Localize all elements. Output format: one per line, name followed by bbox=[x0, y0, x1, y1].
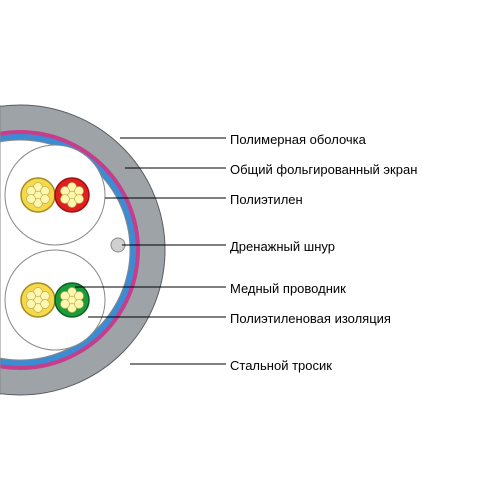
label-drain: Дренажный шнур bbox=[230, 239, 335, 254]
label-copper: Медный проводник bbox=[230, 281, 346, 296]
strand bbox=[27, 292, 36, 301]
strand bbox=[61, 195, 70, 204]
strand bbox=[41, 292, 50, 301]
strand bbox=[27, 300, 36, 309]
strand bbox=[75, 195, 84, 204]
strand bbox=[61, 187, 70, 196]
strand bbox=[41, 300, 50, 309]
strand bbox=[61, 300, 70, 309]
strand bbox=[27, 187, 36, 196]
label-jacket: Полимерная оболочка bbox=[230, 132, 366, 147]
strand bbox=[27, 195, 36, 204]
strand bbox=[61, 292, 70, 301]
strand bbox=[75, 300, 84, 309]
strand bbox=[75, 292, 84, 301]
strand bbox=[41, 195, 50, 204]
label-foil: Общий фольгированный экран bbox=[230, 162, 417, 177]
strand bbox=[41, 187, 50, 196]
label-insul: Полиэтиленовая изоляция bbox=[230, 311, 391, 326]
label-pe: Полиэтилен bbox=[230, 192, 303, 207]
strand bbox=[75, 187, 84, 196]
label-steel: Стальной тросик bbox=[230, 358, 332, 373]
